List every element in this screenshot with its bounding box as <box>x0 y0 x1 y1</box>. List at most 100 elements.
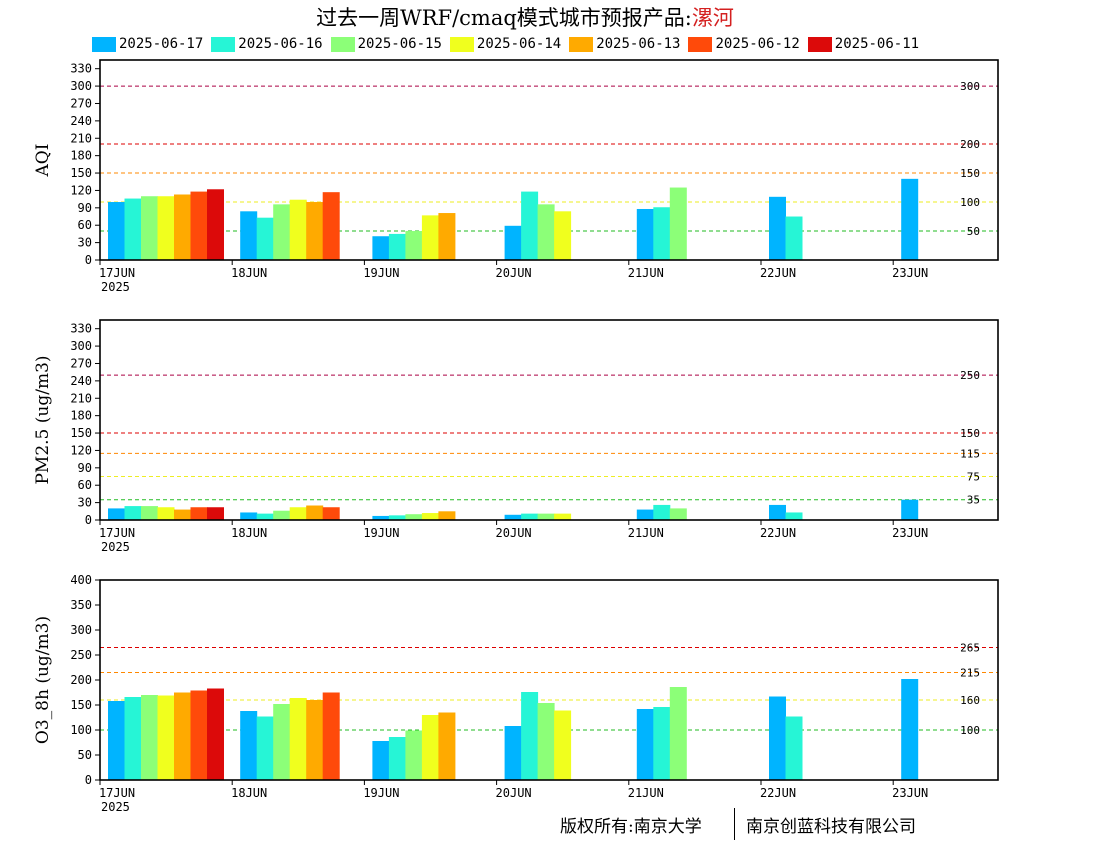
legend-item: 2025-06-15 <box>330 35 442 53</box>
title-city: 漯河 <box>691 6 734 30</box>
data-bar <box>901 178 919 260</box>
x-tick-label: 21JUN <box>628 266 664 280</box>
data-bar <box>537 204 555 260</box>
data-bar <box>636 509 654 520</box>
y-tick-label: 210 <box>70 391 92 405</box>
y-tick-label: 150 <box>70 166 92 180</box>
legend-label: 2025-06-17 <box>119 36 204 52</box>
x-tick-label: 18JUN <box>231 786 267 800</box>
data-bar <box>174 194 191 260</box>
x-tick-label: 21JUN <box>628 526 664 540</box>
plot-frame <box>99 59 999 261</box>
data-bar <box>669 687 687 780</box>
y-tick-label: 350 <box>70 598 92 612</box>
y-tick-label: 150 <box>70 426 92 440</box>
copyright-footer: 版权所有:南京大学 南京创蓝科技有限公司 <box>560 808 950 840</box>
threshold-label: 250 <box>960 369 980 382</box>
threshold-label: 215 <box>960 667 980 680</box>
data-bar <box>322 192 340 260</box>
x-tick-label: 22JUN <box>760 526 796 540</box>
legend-label: 2025-06-11 <box>834 36 920 52</box>
y-tick-label: 240 <box>70 374 92 388</box>
threshold-label: 160 <box>960 694 980 707</box>
data-bar <box>141 695 158 780</box>
data-bar <box>141 196 158 260</box>
legend-item: 2025-06-12 <box>688 35 800 53</box>
legend-swatch <box>449 36 474 52</box>
copyright-company: 南京创蓝科技有限公司 <box>746 817 916 837</box>
y-tick-label: 50 <box>78 748 92 762</box>
x-year-label: 2025 <box>101 540 130 554</box>
data-bar <box>240 512 258 520</box>
data-bar <box>769 504 786 520</box>
y-tick-label: 90 <box>78 461 92 475</box>
x-tick-label: 20JUN <box>496 266 532 280</box>
y-tick-label: 30 <box>78 496 92 510</box>
data-bar <box>653 504 671 520</box>
data-bar <box>901 499 919 520</box>
legend-swatch <box>688 36 713 52</box>
data-bar <box>388 515 406 520</box>
threshold-label: 35 <box>967 494 980 507</box>
data-bar <box>207 507 224 520</box>
data-bar <box>190 690 208 780</box>
legend-swatch <box>92 36 116 52</box>
data-bar <box>240 711 258 780</box>
legend-item: 2025-06-13 <box>569 35 680 53</box>
data-bar <box>785 716 803 780</box>
y-axis-label: AQI <box>33 144 53 178</box>
y-tick-label: 90 <box>78 201 92 215</box>
threshold-label: 265 <box>960 642 980 655</box>
data-bar <box>157 196 175 260</box>
data-bar <box>405 231 423 260</box>
data-bar <box>554 513 572 520</box>
data-bar <box>521 513 539 520</box>
data-bar <box>636 709 654 780</box>
data-bar <box>785 216 803 260</box>
data-bar <box>256 513 274 520</box>
y-tick-label: 330 <box>70 62 92 76</box>
footer-divider <box>734 808 735 840</box>
legend-swatch <box>807 36 832 52</box>
x-year-label: 2025 <box>101 280 130 294</box>
y-tick-label: 240 <box>70 114 92 128</box>
x-tick-label: 23JUN <box>892 266 928 280</box>
x-tick-label: 22JUN <box>760 266 796 280</box>
data-bar <box>554 211 572 260</box>
legend-swatch <box>569 36 594 52</box>
data-bar <box>769 196 786 260</box>
data-bar <box>421 715 439 780</box>
threshold-label: 150 <box>960 167 980 180</box>
data-bar <box>273 510 291 520</box>
threshold-label: 200 <box>960 138 980 151</box>
x-tick-label: 21JUN <box>628 786 664 800</box>
data-bar <box>653 707 671 780</box>
data-bar <box>669 508 687 520</box>
legend-item: 2025-06-16 <box>211 35 323 53</box>
data-bar <box>372 741 390 780</box>
y-tick-label: 270 <box>70 356 92 370</box>
y-tick-label: 210 <box>70 131 92 145</box>
data-bar <box>421 215 439 260</box>
data-bar <box>521 191 539 260</box>
data-bar <box>289 199 307 260</box>
copyright-owner: 版权所有:南京大学 <box>560 817 702 837</box>
data-bar <box>306 505 324 520</box>
x-tick-label: 22JUN <box>760 786 796 800</box>
data-bar <box>405 514 423 520</box>
threshold-label: 75 <box>967 471 980 484</box>
y-tick-label: 0 <box>85 513 92 527</box>
legend-label: 2025-06-15 <box>357 36 442 52</box>
data-bar <box>372 515 390 520</box>
y-tick-label: 100 <box>70 723 92 737</box>
y-tick-label: 270 <box>70 96 92 110</box>
y-tick-label: 300 <box>70 339 92 353</box>
data-bar <box>438 213 456 260</box>
x-tick-label: 23JUN <box>892 526 928 540</box>
y-tick-label: 150 <box>70 698 92 712</box>
data-bar <box>124 198 142 260</box>
y-tick-label: 330 <box>70 322 92 336</box>
data-bar <box>769 696 786 780</box>
legend-label: 2025-06-13 <box>596 36 681 52</box>
